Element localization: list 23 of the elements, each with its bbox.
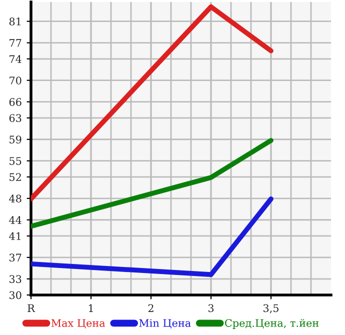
y-tick-label: 66 bbox=[9, 98, 22, 106]
y-tick-label: 52 bbox=[10, 173, 21, 182]
legend-label: Min Цена bbox=[139, 319, 191, 328]
y-tick-label: 70 bbox=[10, 76, 22, 84]
x-tick-label: 3,5 bbox=[264, 304, 278, 314]
y-tick-label: 77 bbox=[10, 39, 22, 47]
y-tick-label: 55 bbox=[10, 157, 22, 165]
x-tick-label: 1 bbox=[88, 304, 93, 312]
y-tick-label: 63 bbox=[9, 114, 22, 122]
x-tick-label: 2 bbox=[148, 304, 154, 312]
y-tick-label: 33 bbox=[10, 275, 22, 284]
y-tick-label: 41 bbox=[9, 232, 20, 240]
y-tick-label: 74 bbox=[10, 55, 22, 63]
y-tick-label: 59 bbox=[10, 136, 22, 144]
y-tick-label: 37 bbox=[10, 254, 22, 262]
legend-label: Сред.Цена, т.йен bbox=[225, 319, 319, 329]
x-tick-label: R bbox=[28, 304, 36, 312]
legend-label: Max Цена bbox=[51, 319, 106, 328]
y-tick-label: 44 bbox=[9, 216, 22, 224]
x-tick-label: 3 bbox=[208, 304, 214, 312]
y-tick-label: 48 bbox=[9, 194, 22, 203]
y-tick-label: 30 bbox=[10, 291, 22, 300]
y-tick-label: 81 bbox=[9, 18, 20, 26]
